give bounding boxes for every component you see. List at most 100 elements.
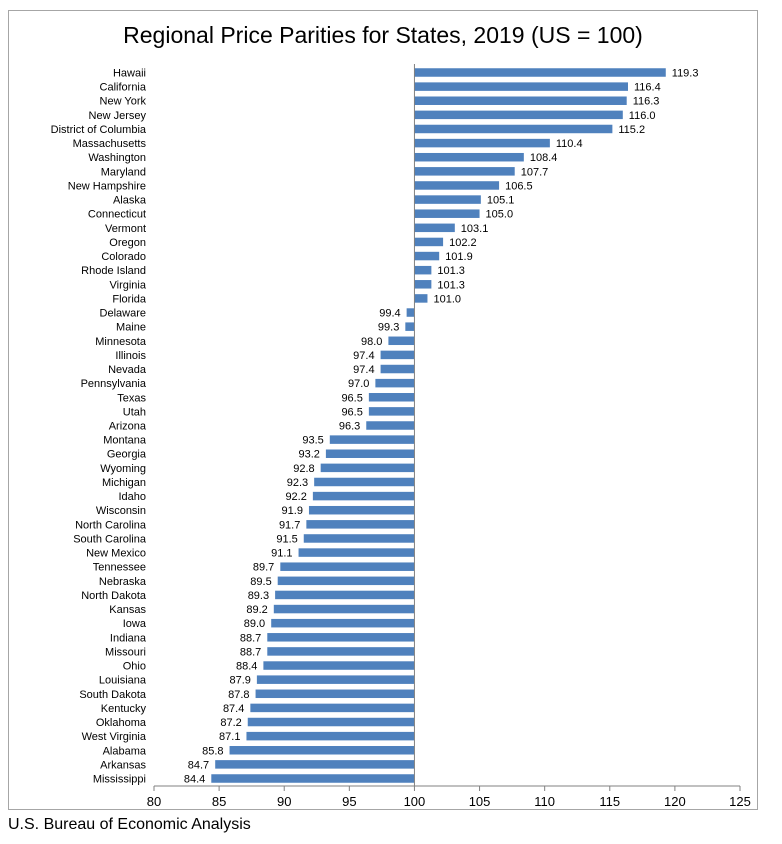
value-label-michigan: 92.3 <box>287 477 308 489</box>
value-label-arkansas: 84.7 <box>188 759 209 771</box>
value-label-california: 116.4 <box>634 82 661 94</box>
value-label-kentucky: 87.4 <box>223 703 244 715</box>
category-label-kentucky: Kentucky <box>101 703 147 715</box>
category-label-wisconsin: Wisconsin <box>96 505 146 517</box>
bar-arizona <box>366 421 415 430</box>
category-label-west-virginia: West Virginia <box>82 731 147 743</box>
x-tick-label-85: 85 <box>212 794 226 809</box>
x-tick-label-120: 120 <box>664 794 686 809</box>
value-label-south-carolina: 91.5 <box>276 533 297 545</box>
bar-maine <box>405 322 415 331</box>
bar-utah <box>368 407 415 416</box>
value-label-north-dakota: 89.3 <box>248 590 269 602</box>
bar-new-york <box>414 96 627 105</box>
category-label-oregon: Oregon <box>109 237 146 249</box>
category-label-arizona: Arizona <box>109 421 147 433</box>
value-label-louisiana: 87.9 <box>229 675 250 687</box>
bar-michigan <box>314 477 415 487</box>
value-label-tennessee: 89.7 <box>253 562 274 574</box>
category-label-district-of-columbia: District of Columbia <box>51 124 147 136</box>
bar-new-jersey <box>414 110 623 120</box>
value-label-nevada: 97.4 <box>353 364 374 376</box>
value-label-texas: 96.5 <box>341 392 362 404</box>
value-label-arizona: 96.3 <box>339 421 360 433</box>
value-label-new-jersey: 116.0 <box>629 110 656 122</box>
bar-virginia <box>414 280 432 289</box>
category-label-north-carolina: North Carolina <box>75 519 147 531</box>
value-label-georgia: 93.2 <box>298 449 319 461</box>
bar-north-dakota <box>275 590 415 600</box>
value-label-colorado: 101.9 <box>445 251 473 263</box>
category-label-alabama: Alabama <box>103 745 147 757</box>
source-note: U.S. Bureau of Economic Analysis <box>8 816 251 833</box>
category-label-massachusetts: Massachusetts <box>73 138 147 150</box>
value-label-west-virginia: 87.1 <box>219 731 240 743</box>
bar-oklahoma <box>247 717 415 727</box>
bar-indiana <box>267 633 415 642</box>
category-label-indiana: Indiana <box>110 632 147 644</box>
value-label-oregon: 102.2 <box>449 237 477 249</box>
category-label-virginia: Virginia <box>110 279 147 291</box>
value-label-new-york: 116.3 <box>633 96 660 108</box>
value-label-delaware: 99.4 <box>379 308 400 320</box>
category-label-delaware: Delaware <box>100 308 146 320</box>
bar-nevada <box>380 364 415 374</box>
value-label-montana: 93.5 <box>302 435 323 447</box>
value-label-indiana: 88.7 <box>240 632 261 644</box>
category-label-michigan: Michigan <box>102 477 146 489</box>
category-label-texas: Texas <box>117 392 146 404</box>
category-label-washington: Washington <box>88 152 146 164</box>
bar-california <box>414 82 628 91</box>
value-label-new-hampshire: 106.5 <box>505 180 533 192</box>
category-label-georgia: Georgia <box>107 449 147 461</box>
value-label-nebraska: 89.5 <box>250 576 271 588</box>
value-label-pennsylvania: 97.0 <box>348 378 369 390</box>
category-label-south-dakota: South Dakota <box>79 689 147 701</box>
value-label-vermont: 103.1 <box>461 223 489 235</box>
bar-wisconsin <box>308 505 415 515</box>
bar-alabama <box>229 746 415 755</box>
category-label-missouri: Missouri <box>105 646 146 658</box>
bar-rhode-island <box>414 265 432 275</box>
chart-title: Regional Price Parities for States, 2019… <box>123 22 643 48</box>
category-label-vermont: Vermont <box>105 223 146 235</box>
value-label-new-mexico: 91.1 <box>271 548 292 560</box>
bar-north-carolina <box>306 520 415 529</box>
value-label-maine: 99.3 <box>378 322 399 334</box>
category-label-rhode-island: Rhode Island <box>81 265 146 277</box>
x-tick-label-115: 115 <box>599 794 620 809</box>
bar-tennessee <box>280 562 415 571</box>
value-label-illinois: 97.4 <box>353 350 374 362</box>
bar-alaska <box>414 195 481 204</box>
bar-montana <box>329 435 415 444</box>
bar-hawaii <box>414 68 666 77</box>
value-label-alaska: 105.1 <box>487 195 515 207</box>
value-label-north-carolina: 91.7 <box>279 519 300 531</box>
category-label-minnesota: Minnesota <box>95 336 147 348</box>
value-label-wisconsin: 91.9 <box>282 505 303 517</box>
category-label-mississippi: Mississippi <box>93 774 146 786</box>
value-label-massachusetts: 110.4 <box>556 138 583 150</box>
category-label-florida: Florida <box>112 293 147 305</box>
category-label-wyoming: Wyoming <box>100 463 146 475</box>
value-labels-layer: 119.3 116.4 116.3 116.0 115.2 110.4 108.4 107.7… <box>184 68 699 786</box>
category-label-south-carolina: South Carolina <box>73 533 147 545</box>
category-label-maine: Maine <box>116 322 146 334</box>
value-label-wyoming: 92.8 <box>293 463 314 475</box>
category-label-utah: Utah <box>123 406 146 418</box>
bar-iowa <box>271 618 415 628</box>
value-label-oklahoma: 87.2 <box>220 717 241 729</box>
x-tick-label-80: 80 <box>147 794 161 809</box>
category-label-ohio: Ohio <box>123 661 146 673</box>
category-label-montana: Montana <box>103 435 147 447</box>
value-label-florida: 101.0 <box>433 293 461 305</box>
bar-vermont <box>414 223 455 233</box>
x-tick-label-95: 95 <box>342 794 356 809</box>
value-label-alabama: 85.8 <box>202 745 223 757</box>
category-label-idaho: Idaho <box>118 491 146 503</box>
value-label-district-of-columbia: 115.2 <box>618 124 645 136</box>
bar-washington <box>414 152 524 162</box>
category-label-hawaii: Hawaii <box>113 68 146 80</box>
x-tick-label-90: 90 <box>277 794 291 809</box>
category-label-iowa: Iowa <box>123 618 147 630</box>
